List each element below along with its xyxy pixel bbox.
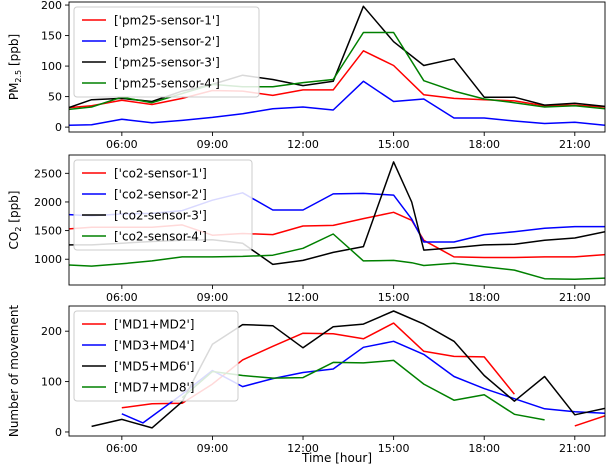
y-tick-label: 50 bbox=[48, 91, 62, 104]
y-axis-label-unit: [ppb] bbox=[7, 191, 21, 227]
axes-frame bbox=[68, 305, 606, 437]
y-axis-label: Number of movement bbox=[7, 305, 21, 438]
legend: ['MD1+MD2'] ['MD3+MD4'] ['MD5+MD6'] ['MD7+M… bbox=[73, 310, 239, 402]
x-tick-label: 06:00 bbox=[106, 291, 138, 304]
legend-label: ['MD3+MD4'] bbox=[114, 339, 194, 353]
y-axis-label: CO2 [ppb] bbox=[7, 191, 23, 250]
chart-panel-1: 06:00 09:00 12:00 15:00 18:00 21:00 0 50 100 150 2… bbox=[7, 0, 606, 151]
legend-label: ['pm25-sensor-3'] bbox=[114, 56, 220, 70]
y-tick-label: 2000 bbox=[34, 196, 62, 209]
y-tick-label: 0 bbox=[55, 426, 62, 439]
series-line-1 bbox=[69, 50, 605, 109]
legend: ['co2-sensor-1'] ['co2-sensor-2'] ['co2-se… bbox=[73, 159, 253, 251]
legend-label: ['co2-sensor-3'] bbox=[114, 209, 207, 223]
y-tick-label: 1500 bbox=[34, 225, 62, 238]
y-axis-label-subscript: 2 bbox=[14, 227, 23, 232]
x-tick-label: 06:00 bbox=[106, 138, 138, 151]
x-tick-label: 09:00 bbox=[197, 138, 229, 151]
legend-label: ['co2-sensor-1'] bbox=[114, 167, 207, 181]
x-tick-label: 06:00 bbox=[106, 442, 138, 455]
x-tick-label: 18:00 bbox=[468, 442, 500, 455]
plot-area bbox=[69, 5, 605, 127]
axes-frame bbox=[68, 1, 606, 133]
chart-panel-3: 06:00 09:00 12:00 15:00 18:00 21:00 0 100 200 Num… bbox=[7, 305, 606, 465]
series-line-4 bbox=[69, 233, 605, 281]
legend-label: ['pm25-sensor-4'] bbox=[114, 77, 220, 91]
axes-frame bbox=[68, 154, 606, 286]
legend-label: ['MD7+MD8'] bbox=[114, 381, 194, 395]
y-axis-label-subscript: 2.5 bbox=[14, 70, 23, 83]
series-line-3 bbox=[91, 310, 605, 429]
x-tick-label: 12:00 bbox=[287, 442, 319, 455]
series-line-3 bbox=[69, 5, 605, 109]
legend-label: ['co2-sensor-2'] bbox=[114, 188, 207, 202]
x-tick-label: 21:00 bbox=[559, 442, 591, 455]
y-axis-label-unit: [ppb] bbox=[7, 34, 21, 70]
x-tick-label: 09:00 bbox=[197, 291, 229, 304]
series-line-2 bbox=[69, 80, 605, 127]
x-tick-label: 12:00 bbox=[287, 291, 319, 304]
legend-box bbox=[73, 6, 260, 98]
y-axis-label-main: PM bbox=[7, 83, 21, 101]
series-line-4 bbox=[69, 31, 605, 111]
x-tick-label: 15:00 bbox=[378, 138, 410, 151]
y-tick-label: 200 bbox=[41, 0, 62, 12]
y-tick-label: 100 bbox=[41, 376, 62, 389]
y-tick-label: 0 bbox=[55, 121, 62, 134]
x-tick-label: 21:00 bbox=[559, 291, 591, 304]
legend: ['pm25-sensor-1'] ['pm25-sensor-2'] ['pm25… bbox=[73, 6, 260, 98]
legend-label: ['MD5+MD6'] bbox=[114, 360, 194, 374]
legend-box bbox=[73, 310, 239, 402]
x-axis-label: Time [hour] bbox=[301, 451, 372, 465]
y-tick-label: 100 bbox=[41, 60, 62, 73]
y-axis-label-main: CO bbox=[7, 232, 21, 250]
y-tick-label: 150 bbox=[41, 30, 62, 43]
y-tick-label: 200 bbox=[41, 325, 62, 338]
chart-panel-2: 06:00 09:00 12:00 15:00 18:00 21:00 1000 1500 20… bbox=[7, 154, 606, 304]
x-tick-label: 18:00 bbox=[468, 291, 500, 304]
x-tick-label: 15:00 bbox=[378, 291, 410, 304]
legend-box bbox=[73, 159, 253, 251]
y-tick-label: 2500 bbox=[34, 167, 62, 180]
legend-label: ['MD1+MD2'] bbox=[114, 318, 194, 332]
x-tick-label: 09:00 bbox=[197, 442, 229, 455]
legend-label: ['pm25-sensor-1'] bbox=[114, 14, 220, 28]
x-tick-label: 15:00 bbox=[378, 442, 410, 455]
legend-label: ['pm25-sensor-2'] bbox=[114, 35, 220, 49]
legend-label: ['co2-sensor-4'] bbox=[114, 230, 207, 244]
x-tick-label: 12:00 bbox=[287, 138, 319, 151]
x-tick-label: 21:00 bbox=[559, 138, 591, 151]
series-line-4 bbox=[181, 359, 545, 421]
x-tick-label: 18:00 bbox=[468, 138, 500, 151]
y-tick-label: 1000 bbox=[34, 253, 62, 266]
y-axis-label: PM2.5 [ppb] bbox=[7, 34, 23, 100]
